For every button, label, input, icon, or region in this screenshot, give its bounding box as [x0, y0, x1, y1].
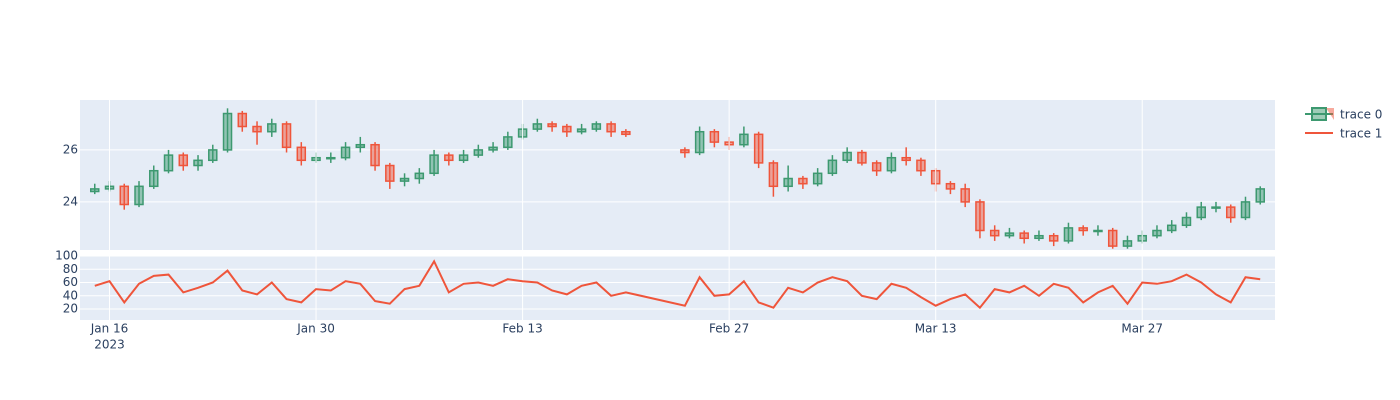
candle-body — [842, 151, 852, 162]
candle-body — [178, 154, 189, 167]
y-tick-label: 26 — [63, 142, 78, 156]
candle-body — [163, 154, 174, 172]
x-tick-label: Mar 27 — [1121, 322, 1163, 336]
candle-body — [783, 177, 793, 188]
y-tick-label: 80 — [63, 262, 78, 276]
candle-body — [827, 159, 838, 175]
candle-body — [281, 123, 292, 149]
candle-body — [473, 149, 484, 156]
candle-body — [975, 201, 985, 232]
x-tick-label: Feb 13 — [502, 322, 542, 336]
legend-swatch — [1326, 108, 1334, 120]
candle-body — [768, 162, 779, 188]
candle-body — [591, 123, 602, 130]
candle-body — [945, 182, 956, 190]
candle-body — [458, 154, 469, 162]
y-tick-label: 100 — [55, 249, 78, 263]
candle-body — [222, 112, 233, 151]
candle-body — [1063, 227, 1074, 242]
candle-body — [871, 162, 882, 172]
candle-body — [812, 172, 823, 185]
candle-body — [385, 164, 395, 182]
y-tick-label: 40 — [63, 288, 78, 302]
x-tick-label: Feb 27 — [709, 322, 749, 336]
candle-body — [739, 133, 749, 146]
candle-body — [399, 177, 410, 182]
candle-body — [503, 136, 513, 149]
candle-body — [694, 130, 705, 154]
candle-body — [444, 154, 454, 162]
candle-body — [680, 149, 690, 154]
candle-body — [1019, 232, 1029, 240]
candle-body — [857, 151, 867, 164]
candle-body — [1211, 206, 1221, 209]
candle-body — [753, 133, 764, 164]
candle-body — [90, 188, 100, 193]
candle-body — [1107, 229, 1118, 247]
x-tick-label: Mar 13 — [915, 322, 957, 336]
candle-body — [1196, 206, 1206, 219]
candle-body — [193, 159, 203, 167]
x-tick-label: Jan 30 — [296, 322, 335, 336]
candle-body — [547, 123, 557, 128]
candle-body — [1048, 234, 1059, 242]
legend-swatch — [1311, 107, 1327, 121]
candle-body — [709, 130, 720, 143]
candle-body — [606, 123, 616, 133]
candle-body — [134, 185, 144, 206]
candle-body — [886, 156, 897, 172]
candle-body — [326, 156, 336, 160]
candle-body — [1181, 216, 1192, 227]
candle-body — [960, 188, 970, 203]
legend-item[interactable]: trace 1 — [1305, 127, 1382, 141]
candle-body — [429, 154, 439, 175]
candle-body — [1034, 234, 1044, 240]
plot-area-top — [80, 100, 1275, 250]
candle-body — [532, 123, 543, 130]
candle-body — [621, 130, 631, 136]
candle-body — [1122, 240, 1133, 247]
candle-body — [576, 128, 587, 133]
candle-body — [1240, 201, 1251, 219]
legend-label: trace 0 — [1340, 108, 1382, 122]
candle-body — [1225, 206, 1236, 219]
legend-item[interactable]: trace 0 — [1305, 107, 1382, 122]
candle-body — [414, 172, 425, 180]
candle-body — [1004, 232, 1015, 237]
candle-body — [370, 143, 380, 167]
candle-body — [989, 229, 1000, 237]
candle-body — [1152, 229, 1162, 237]
legend-label: trace 1 — [1340, 127, 1382, 141]
candle-body — [798, 177, 808, 185]
candle-body — [340, 146, 351, 159]
candle-body — [119, 185, 130, 206]
candle-body — [1166, 224, 1177, 232]
y-tick-label: 24 — [63, 194, 78, 208]
candle-body — [237, 112, 248, 128]
candle-body — [296, 146, 307, 162]
candle-body — [1255, 188, 1265, 203]
candle-body — [355, 143, 366, 149]
candle-body — [149, 169, 159, 188]
candle-body — [1078, 227, 1088, 232]
legend: trace 0 trace 1 — [1305, 107, 1382, 141]
candle-body — [1093, 229, 1103, 233]
candle-body — [488, 146, 498, 151]
candle-body — [252, 125, 262, 133]
candle-body — [208, 149, 218, 162]
candle-body — [562, 125, 572, 133]
x-tick-year: 2023 — [94, 338, 125, 352]
plot-area-bottom — [80, 256, 1275, 320]
y-tick-label: 60 — [63, 275, 78, 289]
y-tick-label: 20 — [63, 302, 78, 316]
candle-body — [916, 159, 926, 172]
x-tick-label: Jan 16 — [90, 322, 129, 336]
candle-body — [267, 123, 277, 133]
series-line — [94, 259, 1261, 310]
candle-body — [901, 156, 911, 162]
